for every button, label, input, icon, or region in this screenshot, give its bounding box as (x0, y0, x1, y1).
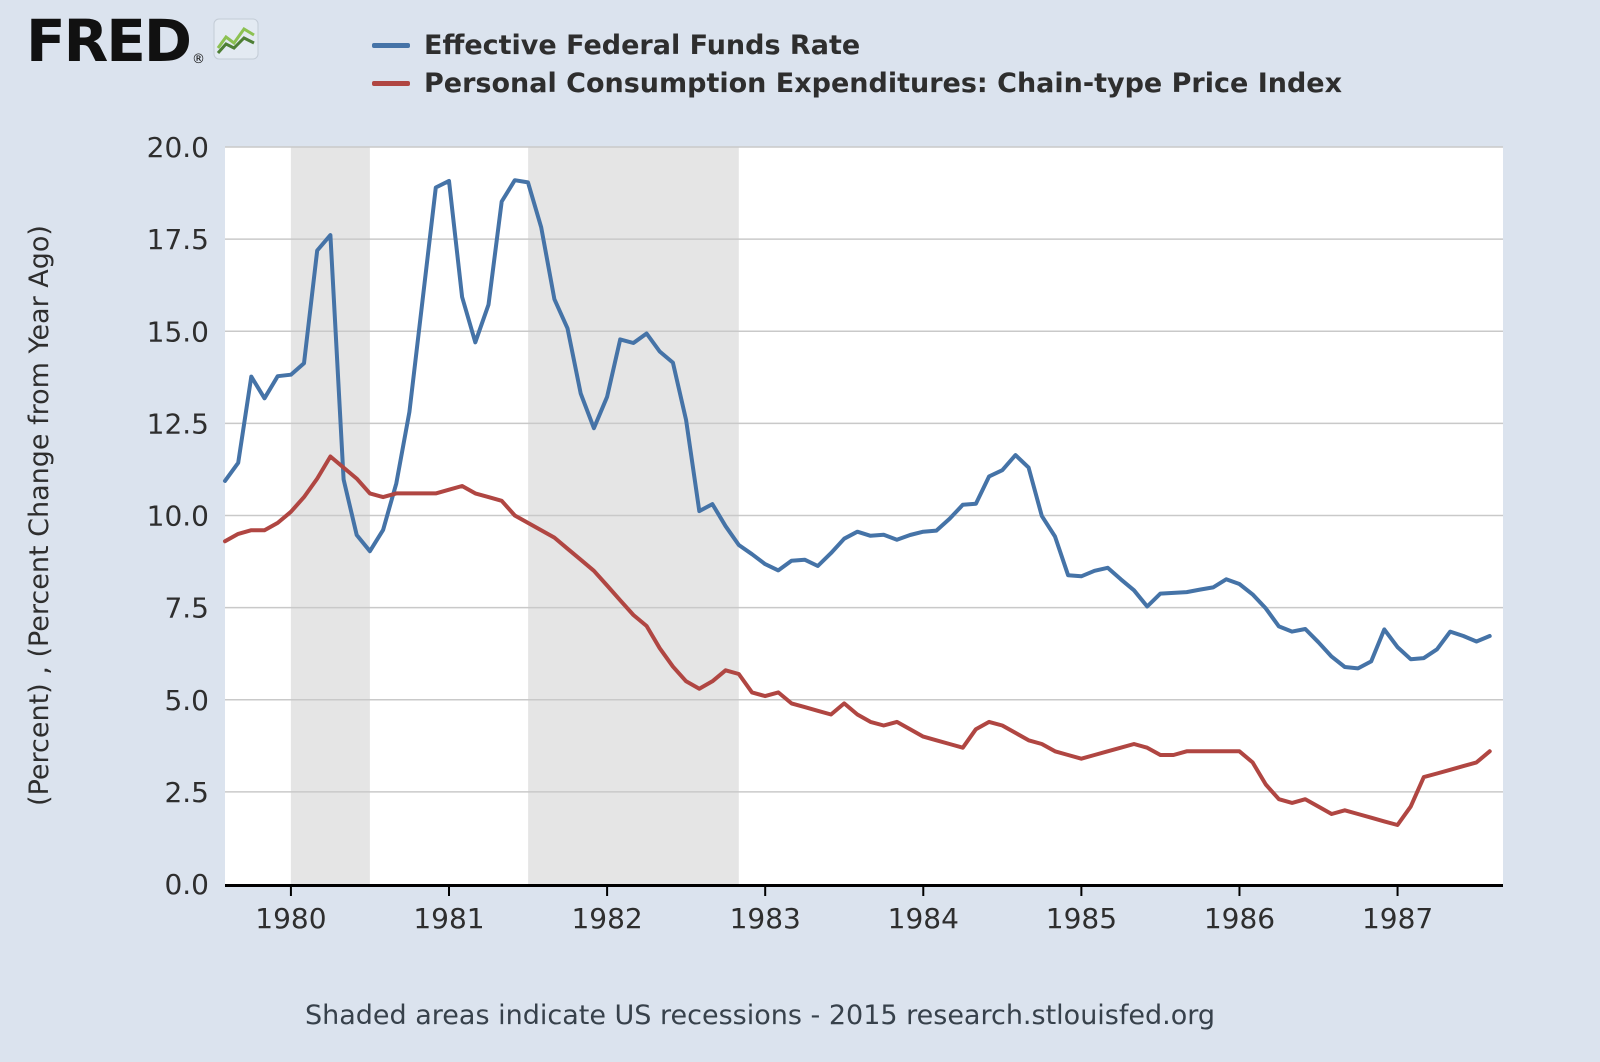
y-tick-label: 17.5 (147, 223, 209, 256)
x-tick-label: 1986 (1204, 902, 1275, 935)
fred-chart-icon (213, 18, 259, 64)
legend-item-ffr: Effective Federal Funds Rate (372, 26, 1342, 64)
fred-logo-text: FRED (26, 7, 192, 75)
fred-logo: FRED ® (26, 12, 259, 70)
y-tick-label: 20.0 (147, 131, 209, 164)
x-tick-label: 1981 (413, 902, 484, 935)
x-tick-label: 1987 (1362, 902, 1433, 935)
y-axis-title: (Percent) , (Percent Change from Year Ag… (24, 225, 55, 806)
registered-mark: ® (192, 52, 206, 67)
x-tick-label: 1982 (571, 902, 642, 935)
footer-note: Shaded areas indicate US recessions - 20… (304, 1000, 1215, 1031)
x-tick-label: 1984 (888, 902, 959, 935)
y-tick-label: 0.0 (164, 868, 209, 901)
legend-swatch-pce (372, 80, 410, 86)
y-tick-label: 10.0 (147, 500, 209, 533)
x-tick-label: 1985 (1046, 902, 1117, 935)
series-line-ffr (223, 178, 1492, 671)
legend-swatch-ffr (372, 42, 410, 48)
legend-item-pce: Personal Consumption Expenditures: Chain… (372, 64, 1342, 102)
y-tick-label: 5.0 (164, 684, 209, 717)
legend-label-ffr: Effective Federal Funds Rate (424, 29, 861, 61)
x-tick-label: 1983 (730, 902, 801, 935)
y-tick-label: 12.5 (147, 407, 209, 440)
y-tick-label: 15.0 (147, 315, 209, 348)
y-tick-label: 7.5 (164, 592, 209, 625)
series-line-pce (223, 454, 1492, 827)
legend: Effective Federal Funds Rate Personal Co… (372, 26, 1342, 102)
legend-label-pce: Personal Consumption Expenditures: Chain… (424, 67, 1343, 99)
y-tick-label: 2.5 (164, 776, 209, 809)
x-tick-label: 1980 (255, 902, 326, 935)
